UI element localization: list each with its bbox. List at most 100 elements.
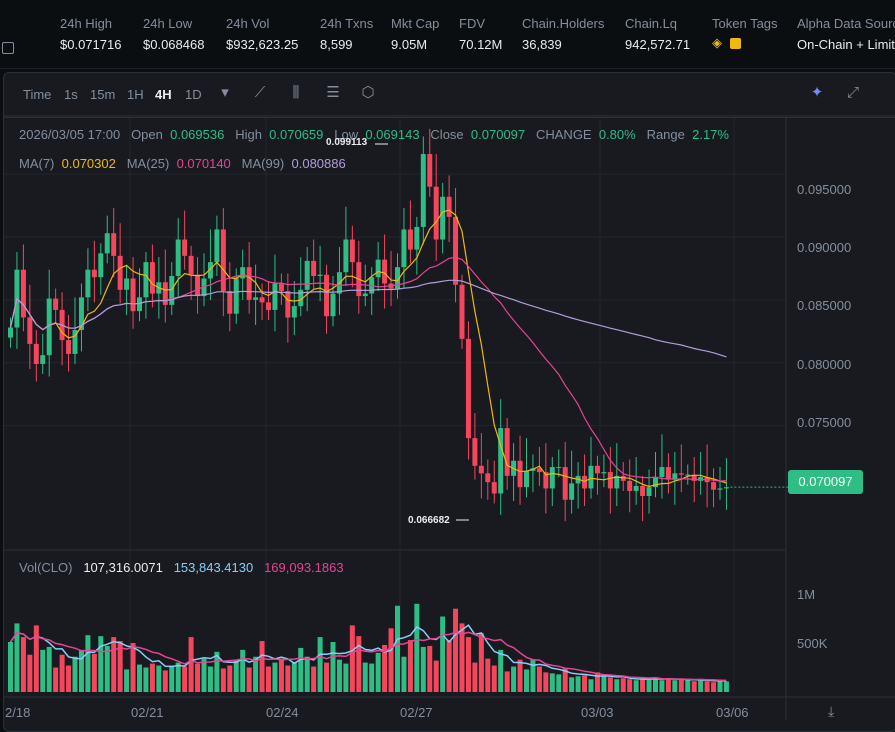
- volume-bar: [40, 649, 46, 692]
- ma99-value: 0.080886: [291, 156, 346, 171]
- candle-body: [614, 475, 620, 489]
- ai-sparkle-icon[interactable]: ✦: [810, 84, 824, 101]
- chevron-down-icon[interactable]: ▾: [221, 84, 229, 101]
- high-value: 0.070659: [269, 127, 324, 142]
- candle-body: [478, 465, 484, 474]
- close-label: Close: [430, 127, 464, 142]
- volume-bar: [78, 649, 84, 692]
- volume-bar: [156, 665, 162, 692]
- candle-body: [195, 274, 201, 297]
- gear-icon[interactable]: ⬡: [361, 84, 375, 101]
- candle-body: [253, 297, 259, 300]
- candle-body: [182, 239, 188, 256]
- candle-body: [485, 473, 491, 483]
- vol-tick: 1M: [797, 587, 816, 602]
- candle-body: [278, 283, 284, 292]
- ma99-label: MA(99): [241, 156, 285, 171]
- indicator-line-icon[interactable]: ⟋: [254, 84, 266, 101]
- stat-24h-high: 24h High $0.071716: [60, 16, 121, 52]
- candle-body: [233, 278, 239, 314]
- ma25-label: MA(25): [126, 156, 170, 171]
- volume-bar: [104, 645, 110, 692]
- volume-bar: [182, 666, 188, 692]
- x-tick: 2/18: [5, 705, 31, 720]
- interval-1h[interactable]: 1H: [127, 87, 144, 102]
- volume-bar: [420, 646, 426, 692]
- stat-chain-lq: Chain.Lq 942,572.71: [625, 16, 690, 52]
- volume-bar: [594, 672, 600, 692]
- volume-bar: [678, 679, 684, 692]
- volume-bar: [46, 646, 52, 692]
- volume-bar: [304, 656, 310, 692]
- stat-label: Token Tags: [712, 16, 778, 31]
- candle-body: [723, 487, 729, 489]
- candle-body: [640, 485, 646, 496]
- candle-body: [8, 327, 13, 338]
- vol-value: 107,316.0071: [83, 560, 163, 575]
- candle-body: [407, 229, 413, 250]
- volume-bar: [349, 625, 355, 692]
- stat-mkt-cap: Mkt Cap 9.05M: [391, 16, 439, 52]
- settings-list-icon[interactable]: ☰: [326, 84, 340, 101]
- token-stats-bar: 24h High $0.071716 24h Low $0.068468 24h V…: [0, 0, 895, 69]
- shield-tag-icon[interactable]: [729, 38, 741, 50]
- volume-bar: [143, 667, 149, 692]
- volume-bar: [369, 663, 375, 692]
- vol-label: Vol(CLO): [19, 560, 73, 575]
- interval-1d[interactable]: 1D: [185, 87, 202, 102]
- stat-label: Chain.Holders: [522, 16, 605, 31]
- high-annotation: 0.099113: [326, 137, 368, 148]
- volume-bar: [556, 674, 562, 692]
- stat-value: 70.12M: [459, 37, 503, 52]
- ma-legend: MA(7) 0.070302 MA(25) 0.070140 MA(99) 0.…: [19, 156, 346, 171]
- volume-bar: [672, 680, 678, 692]
- stat-24h-vol: 24h Vol $932,623.25: [226, 16, 298, 52]
- candle-body: [446, 196, 452, 217]
- candle-body: [246, 267, 252, 300]
- candle-body: [53, 298, 59, 310]
- stat-label: 24h Txns: [320, 16, 374, 31]
- vol-ma1-line: [9, 624, 727, 682]
- candle-body: [569, 483, 575, 500]
- candlestick-type-icon[interactable]: ⫼: [292, 84, 300, 101]
- candle-body: [414, 226, 420, 250]
- diamond-tag-icon[interactable]: ◈: [712, 35, 722, 50]
- interval-1s[interactable]: 1s: [64, 87, 78, 102]
- interval-4h[interactable]: 4H: [155, 87, 172, 102]
- candle-body: [324, 274, 330, 317]
- volume-bar: [253, 656, 259, 692]
- stat-label: Chain.Lq: [625, 16, 678, 31]
- volume-bar: [162, 670, 168, 692]
- candle-body: [420, 154, 426, 227]
- candle-body: [517, 460, 523, 488]
- volume-bar: [20, 637, 26, 692]
- candle-body: [491, 482, 497, 494]
- stat-value: On-Chain + Limit: [797, 37, 895, 52]
- volume-bar: [472, 662, 478, 692]
- candle-body: [627, 480, 633, 491]
- volume-bar: [188, 637, 194, 692]
- fullscreen-icon[interactable]: ⤢: [846, 84, 859, 101]
- stat-value: $0.068468: [143, 37, 205, 52]
- volume-bar: [446, 640, 452, 692]
- range-value: 2.17%: [692, 127, 729, 142]
- volume-bar: [124, 669, 130, 692]
- tab-time[interactable]: Time: [23, 87, 52, 102]
- copy-icon[interactable]: [2, 42, 14, 54]
- candle-body: [549, 467, 555, 489]
- volume-bar: [278, 658, 284, 692]
- volume-bar: [259, 641, 265, 692]
- vol-ma1-value: 153,843.4130: [173, 560, 254, 575]
- candle-body: [433, 186, 439, 240]
- candle-body: [672, 473, 678, 480]
- volume-bar: [98, 636, 104, 692]
- axis-scale-icon: ⤓: [828, 704, 834, 720]
- volume-bar: [633, 680, 639, 692]
- interval-15m[interactable]: 15m: [90, 87, 116, 102]
- volume-bar: [575, 676, 581, 692]
- volume-bar: [620, 678, 626, 692]
- stat-value: 8,599: [320, 37, 353, 52]
- candle-body: [266, 302, 271, 310]
- candle-body: [343, 239, 349, 273]
- ma7-line: [9, 209, 727, 488]
